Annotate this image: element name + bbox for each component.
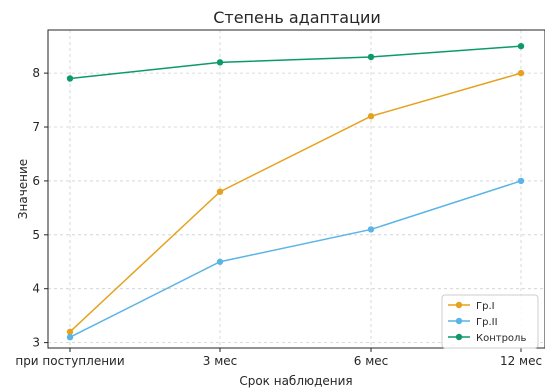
y-tick-label: 7 — [32, 120, 40, 134]
data-point — [66, 334, 74, 341]
data-point — [517, 177, 525, 185]
y-axis-title: Значение — [16, 159, 30, 219]
legend-box — [441, 294, 539, 349]
data-point — [517, 69, 525, 77]
data-point — [367, 113, 375, 120]
series-line — [69, 72, 522, 333]
y-tick-label: 4 — [32, 282, 40, 296]
x-tick-label: 12 мес — [500, 354, 542, 368]
data-point — [216, 258, 224, 265]
data-point — [517, 42, 525, 50]
data-point — [367, 226, 375, 233]
y-axis: 3 4 5 6 7 8 — [32, 66, 48, 350]
x-tick-label: при поступлении — [15, 354, 124, 368]
series-line — [69, 45, 522, 80]
series-group — [66, 42, 525, 341]
y-tick-label: 8 — [32, 66, 40, 80]
data-point — [216, 188, 224, 195]
x-tick-label: 3 мес — [203, 354, 237, 368]
y-tick-label: 6 — [32, 174, 40, 188]
plot-area-frame — [47, 29, 545, 349]
legend-label: Гр.II — [476, 317, 498, 328]
legend: Гр.I Гр.II Контроль — [441, 294, 539, 349]
legend-marker — [455, 333, 463, 341]
x-axis: при поступлении 3 мес 6 мес 12 мес — [15, 348, 542, 368]
y-tick-label: 3 — [32, 336, 40, 350]
legend-marker — [455, 317, 463, 325]
x-axis-title: Срок наблюдения — [239, 374, 352, 388]
data-point — [66, 75, 74, 82]
legend-marker — [455, 301, 463, 309]
legend-label: Контроль — [476, 333, 526, 344]
data-point — [66, 328, 74, 336]
grid-lines — [48, 30, 545, 348]
data-point — [367, 53, 375, 61]
chart-title: Степень адаптации — [213, 8, 381, 27]
series-line — [69, 180, 522, 338]
x-tick-label: 6 мес — [354, 354, 388, 368]
data-point — [216, 59, 224, 66]
y-tick-label: 5 — [32, 228, 40, 242]
legend-label: Гр.I — [476, 301, 495, 312]
